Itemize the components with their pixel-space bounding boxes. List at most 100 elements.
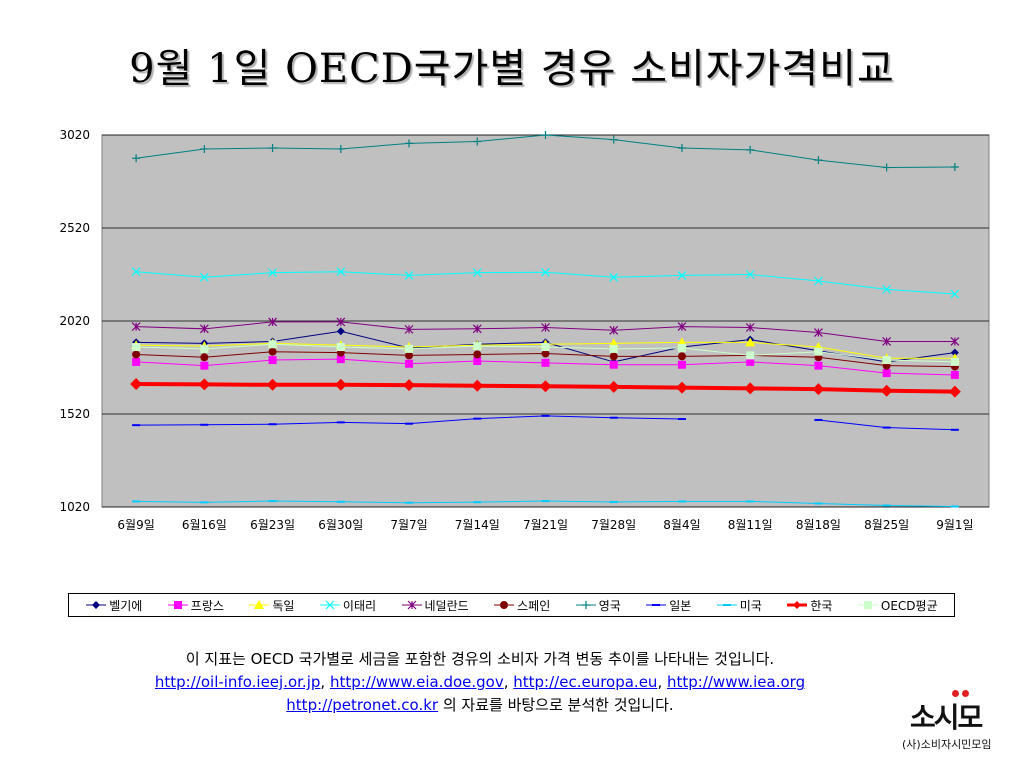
legend-item: 스페인 [493,597,550,614]
legend-item: 한국 [786,597,832,614]
source-link-petronet[interactable]: http://petronet.co.kr [286,696,439,714]
legend-marker [92,601,101,609]
data-point [677,360,686,369]
slide-title: 9월 1일 OECD국가별 경유 소비자가격비교 [129,46,895,92]
data-point [882,337,892,346]
x-tick-label: 8월4일 [663,518,700,532]
y-tick-label: 1520 [59,407,90,421]
legend-swatch [319,600,340,610]
data-point [266,378,279,391]
data-point [199,324,209,334]
data-point [813,276,823,286]
data-point [200,361,209,370]
data-point [471,379,484,392]
data-point [744,382,757,395]
data-point [677,322,687,332]
legend-swatch [167,601,188,609]
line-chart: 1020 1520 2020 2520 3020 6월9일 6월16일 6월23일 6월30일 7… [59,128,990,532]
data-point [405,344,414,353]
data-point [812,383,825,396]
data-point [336,343,345,352]
logo-text: 소시모 [910,701,983,734]
data-point [539,380,552,393]
data-point [541,358,550,367]
data-point [882,356,891,365]
x-tick-label: 8월18일 [796,518,841,532]
data-point [882,284,892,294]
data-point [541,267,550,277]
data-point [268,144,277,153]
data-point [336,327,345,336]
data-point [675,381,688,394]
series-9 [132,500,959,508]
data-point [814,361,823,370]
data-point [404,324,414,334]
data-point [473,350,482,359]
logo-subtext: (사)소비자시민모임 [902,738,992,751]
legend-label: 벨기에 [109,598,143,613]
data-point [268,340,277,349]
source-link-ieej[interactable]: http://oil-info.ieej.or.jp [154,673,321,691]
data-point [268,268,278,278]
legend-marker [325,600,335,610]
data-point [950,370,959,379]
x-tick-label: 6월30일 [318,518,363,532]
legend-swatch [716,604,737,606]
data-point [336,355,345,364]
legend-item: 미국 [716,597,762,614]
legend-item: 네덜란드 [401,597,469,614]
x-tick-label: 7월7일 [390,518,427,532]
data-point [609,325,619,335]
chart-legend: 벨기에 프랑스 독일 이태리 네덜란드 스페인 영국 일본 미국 한국 OECD평균 [68,593,955,617]
legend-item: 일본 [645,597,691,614]
data-point [405,351,414,360]
data-point [541,323,550,332]
series-2 [132,355,959,379]
data-point [131,267,141,277]
legend-label: 일본 [669,598,692,613]
legend-item: 프랑스 [167,597,224,614]
data-point [677,144,686,153]
data-point [609,344,618,353]
data-point [677,352,686,361]
data-point [199,272,209,282]
data-point [541,343,550,352]
data-point [336,317,346,327]
data-point [609,352,618,361]
data-point [541,349,550,358]
data-point [472,324,482,334]
data-point [950,289,960,299]
data-point [473,137,482,146]
legend-label: 프랑스 [190,598,224,613]
data-point [813,328,823,337]
data-point [336,144,345,153]
data-point [198,378,211,391]
data-point [814,156,823,165]
y-tick-label: 2020 [59,314,90,328]
logo-dot [962,690,969,697]
series-5 [131,317,960,346]
source-link-europa[interactable]: http://ec.europa.eu [513,673,658,691]
data-point [609,360,618,369]
legend-label: 영국 [598,598,621,613]
data-point [200,353,209,362]
legend-item: 영국 [575,597,621,614]
source-link-eia[interactable]: http://www.eia.doe.gov [329,673,504,691]
data-point [882,369,891,378]
data-point [404,271,414,280]
data-point [336,267,346,277]
data-point [132,343,141,352]
data-point [950,162,959,171]
data-point [746,357,755,366]
x-tick-label: 9월1일 [936,518,973,532]
data-point [403,379,416,392]
legend-label: 독일 [272,598,295,613]
legend-item: 독일 [248,597,294,614]
data-point [746,145,755,154]
legend-item: OECD평균 [857,597,938,614]
legend-label: 네덜란드 [424,598,469,613]
source-link-iea[interactable]: http://www.iea.org [666,673,806,691]
legend-swatch [575,601,596,609]
data-point [472,268,482,278]
data-point [130,378,143,391]
